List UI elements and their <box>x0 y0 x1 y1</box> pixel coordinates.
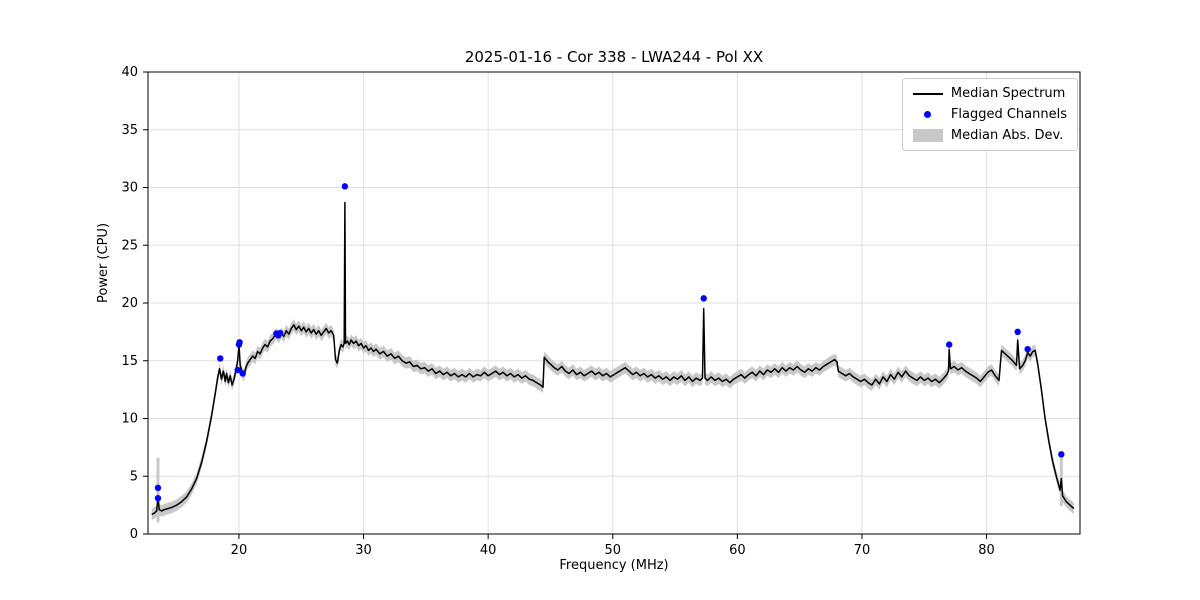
y-tick-label: 25 <box>121 238 138 253</box>
y-tick-label: 40 <box>121 65 138 80</box>
flagged-channel-dot <box>217 355 224 362</box>
y-tick-label: 35 <box>121 123 138 138</box>
flagged-channel-dot <box>276 329 284 337</box>
x-tick-label: 20 <box>231 543 248 558</box>
legend-entry-median-spectrum: Median Spectrum <box>912 86 1067 101</box>
flagged-channel-dot <box>234 366 241 374</box>
y-tick-label: 15 <box>121 354 138 369</box>
flagged-channel-dot <box>1058 451 1065 458</box>
x-tick-label: 30 <box>355 543 372 558</box>
legend: Median Spectrum Flagged Channels Median … <box>901 78 1078 151</box>
legend-entry-median-abs-dev: Median Abs. Dev. <box>912 128 1067 143</box>
chart-title: 2025-01-16 - Cor 338 - LWA244 - Pol XX <box>464 48 764 66</box>
line-swatch-icon <box>912 92 943 95</box>
y-tick-label: 10 <box>121 412 138 427</box>
dot-swatch-icon <box>913 111 943 118</box>
x-tick-label: 60 <box>729 543 746 558</box>
x-axis-label: Frequency (MHz) <box>559 558 669 573</box>
x-tick-label: 40 <box>480 543 497 558</box>
x-tick-label: 70 <box>854 543 871 558</box>
y-tick-label: 0 <box>130 527 138 542</box>
flagged-channel-dot <box>236 339 243 346</box>
flagged-channel-dot <box>154 494 162 502</box>
legend-label: Median Spectrum <box>950 86 1066 101</box>
flagged-channel-dot <box>341 183 349 190</box>
y-tick-label: 30 <box>121 181 138 196</box>
flagged-channel-dot <box>1014 328 1021 336</box>
legend-label: Flagged Channels <box>950 107 1067 122</box>
y-tick-label: 5 <box>130 469 138 484</box>
legend-entry-flagged-channels: Flagged Channels <box>913 107 1067 122</box>
legend-label: Median Abs. Dev. <box>950 128 1064 143</box>
flagged-channel-dot <box>239 370 246 377</box>
flagged-channel-dot <box>700 295 707 302</box>
y-tick-label: 20 <box>121 296 138 311</box>
flagged-channel-dot <box>1024 346 1031 353</box>
flagged-channel-dot <box>945 341 953 348</box>
band-swatch-icon <box>912 129 943 142</box>
x-tick-label: 50 <box>604 543 621 558</box>
flagged-channel-dot <box>154 484 162 491</box>
x-tick-label: 80 <box>978 543 995 558</box>
